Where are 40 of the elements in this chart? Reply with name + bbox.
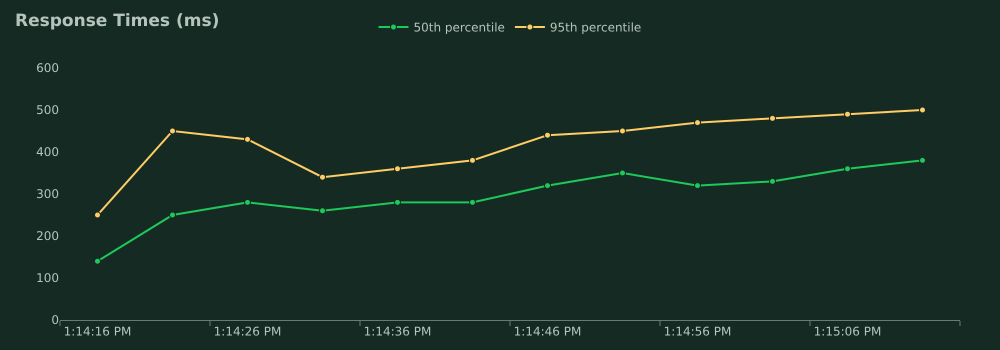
x-tick-label: 1:14:36 PM [364, 324, 432, 338]
point [319, 174, 326, 181]
point [769, 114, 776, 122]
y-tick-label: 600 [36, 61, 59, 76]
point [769, 178, 776, 185]
point [244, 136, 251, 143]
y-tick-label: 0 [51, 313, 59, 328]
x-tick-label: 1:14:56 PM [664, 324, 732, 338]
point [94, 258, 101, 265]
point [544, 182, 551, 190]
legend-label: 95th percentile [550, 20, 642, 35]
point [844, 110, 851, 118]
point [469, 198, 476, 206]
x-tick-label: 1:14:26 PM [214, 324, 282, 338]
point [619, 170, 626, 176]
point [394, 165, 401, 172]
point [919, 156, 926, 164]
point [544, 132, 551, 139]
point [469, 156, 476, 164]
y-tick-label: 200 [36, 229, 59, 244]
point [94, 212, 101, 218]
point [619, 128, 626, 134]
point [694, 119, 701, 126]
y-tick-label: 400 [36, 145, 59, 160]
y-tick-label: 100 [36, 271, 59, 286]
chart-title: Response Times (ms) [15, 10, 220, 31]
point [319, 207, 326, 214]
point [169, 128, 176, 134]
legend-label: 50th percentile [414, 20, 505, 35]
point [694, 182, 701, 190]
x-tick-label: 1:15:06 PM [814, 324, 882, 338]
point [919, 106, 926, 114]
y-tick-label: 300 [36, 187, 59, 202]
x-tick-label: 1:14:46 PM [514, 324, 582, 338]
point [394, 198, 401, 206]
y-tick-label: 500 [36, 103, 59, 118]
point [169, 212, 176, 218]
point [844, 165, 851, 172]
x-tick-label: 1:14:16 PM [64, 324, 132, 338]
point [244, 198, 251, 206]
